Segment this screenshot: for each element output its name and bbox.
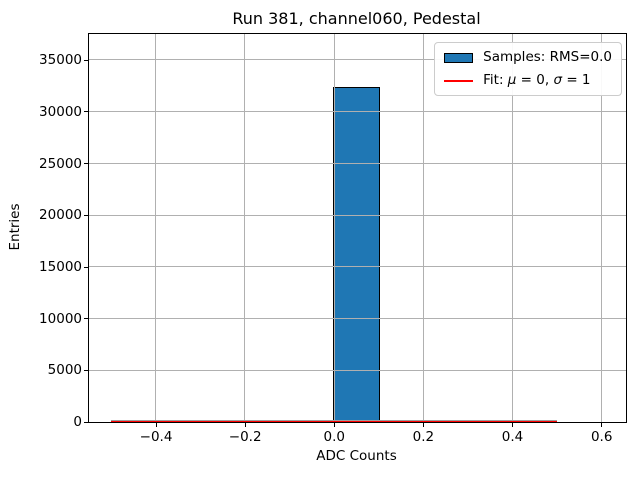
- y-tick-mark: [84, 318, 88, 320]
- legend-samples-label: Samples: RMS=0.0: [483, 49, 612, 65]
- legend-fit-label: Fit: μ = 0, σ = 1: [483, 72, 591, 88]
- y-gridline: [89, 162, 626, 164]
- x-tick-mark: [422, 423, 424, 428]
- fit-line-swatch-icon: [444, 79, 474, 82]
- y-tick-mark: [84, 163, 88, 165]
- x-tick-mark: [512, 423, 514, 428]
- y-tick-label: 15000: [39, 259, 82, 275]
- y-tick-mark: [84, 214, 88, 216]
- y-gridline: [89, 59, 626, 61]
- y-tick-mark: [84, 421, 88, 423]
- zero-bin-edge-line: [111, 420, 557, 421]
- y-tick-label: 0: [73, 414, 82, 431]
- y-gridline: [89, 318, 626, 320]
- y-tick-mark: [84, 111, 88, 113]
- y-tick-label: 10000: [39, 310, 82, 327]
- fit-line: [111, 421, 557, 422]
- y-gridline: [89, 111, 626, 113]
- x-tick-label: −0.4: [139, 429, 173, 445]
- y-tick-mark: [84, 369, 88, 371]
- y-tick-label: 30000: [39, 103, 82, 120]
- legend-entry-samples: Samples: RMS=0.0: [444, 50, 612, 65]
- y-tick-label: 20000: [39, 207, 82, 224]
- y-tick-label: 35000: [39, 52, 82, 69]
- histogram-bar: [332, 87, 380, 422]
- legend: Samples: RMS=0.0 Fit: μ = 0, σ = 1: [434, 42, 622, 96]
- x-tick-label: 0.6: [590, 429, 613, 445]
- x-gridline: [333, 34, 335, 422]
- legend-entry-fit: Fit: μ = 0, σ = 1: [444, 73, 612, 88]
- x-gridline: [511, 34, 513, 422]
- y-tick-label: 25000: [39, 155, 82, 172]
- x-tick-mark: [601, 423, 603, 428]
- x-tick-label: 0.2: [412, 429, 435, 445]
- histogram-swatch-icon: [444, 52, 474, 63]
- y-gridline: [89, 369, 626, 371]
- x-tick-mark: [333, 423, 335, 428]
- chart-title: Run 381, channel060, Pedestal: [232, 9, 481, 28]
- y-gridline: [89, 214, 626, 216]
- x-gridline: [155, 34, 157, 422]
- x-tick-label: 0.0: [323, 429, 346, 445]
- plot-area: Samples: RMS=0.0 Fit: μ = 0, σ = 1: [88, 33, 627, 423]
- y-tick-label: 5000: [47, 362, 82, 379]
- x-gridline: [600, 34, 602, 422]
- y-tick-mark: [84, 59, 88, 61]
- x-gridline: [244, 34, 246, 422]
- x-tick-label: 0.4: [501, 429, 524, 445]
- x-gridline: [422, 34, 424, 422]
- x-tick-mark: [155, 423, 157, 428]
- x-tick-label: −0.2: [228, 429, 262, 445]
- y-gridline: [89, 266, 626, 268]
- x-axis-label: ADC Counts: [316, 448, 397, 464]
- y-tick-mark: [84, 266, 88, 268]
- x-tick-mark: [244, 423, 246, 428]
